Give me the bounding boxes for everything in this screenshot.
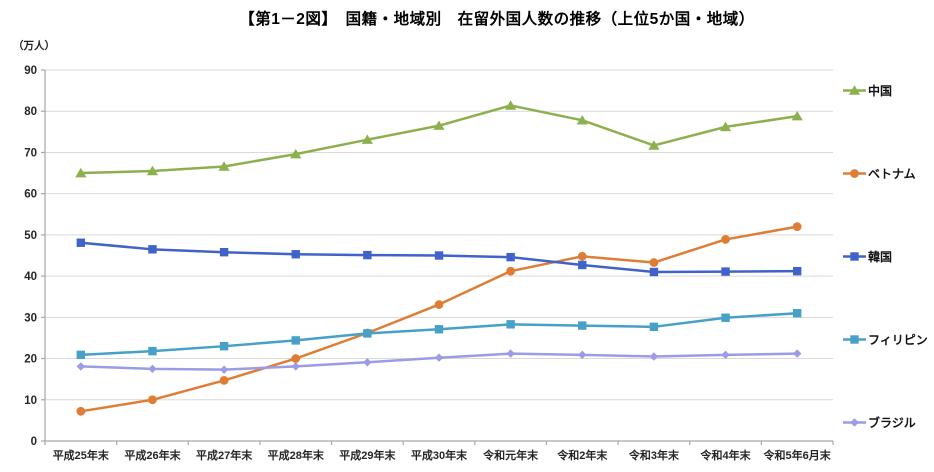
brazil-legend-marker-icon <box>843 417 866 427</box>
series-china <box>75 100 803 178</box>
legend-item-brazil: ブラジル <box>843 414 933 430</box>
x-tick-label: 平成27年末 <box>196 448 253 462</box>
x-axis: 平成25年末 平成26年末 平成27年末 平成28年末 平成29年末 平成30年末 令和元年… <box>44 440 834 462</box>
legend-label: 韓国 <box>868 249 893 264</box>
philippines-legend-marker-icon <box>843 334 866 344</box>
series-philippines <box>76 309 802 360</box>
legend-item-vietnam: ベトナム <box>843 165 933 181</box>
y-tick-label: 40 <box>24 271 37 283</box>
legend: 中国ベトナム韓国フィリピンブラジル <box>843 82 933 430</box>
y-tick-label: 90 <box>24 65 37 77</box>
series-vietnam <box>76 222 802 416</box>
x-tick-label: 平成30年末 <box>411 448 468 462</box>
china-legend-marker-icon <box>843 84 866 95</box>
series-brazil <box>76 349 802 374</box>
y-tick-label: 70 <box>24 147 37 159</box>
y-tick-label: 60 <box>24 189 37 201</box>
x-tick-label: 平成29年末 <box>339 448 396 462</box>
series-korea <box>76 238 802 277</box>
x-tick-label: 平成25年末 <box>53 448 110 462</box>
y-axis-unit-label: （万人） <box>13 40 55 52</box>
y-tick-label: 30 <box>24 312 37 324</box>
x-tick-label: 平成26年末 <box>124 448 181 462</box>
x-tick-label: 令和4年末 <box>699 448 751 462</box>
x-tick-label: 令和元年末 <box>482 448 539 462</box>
legend-item-philippines: フィリピン <box>843 331 933 347</box>
legend-label: 中国 <box>868 83 893 98</box>
y-tick-label: 80 <box>24 106 37 118</box>
legend-item-korea: 韓国 <box>843 248 933 264</box>
chart-title: 【第1－2図】 国籍・地域別 在留外国人数の推移（上位5か国・地域） <box>239 11 755 28</box>
legend-label: ブラジル <box>868 415 916 430</box>
y-tick-label: 10 <box>24 395 37 407</box>
y-axis: 0 10 20 30 40 50 60 70 80 90 <box>24 65 46 448</box>
x-tick-label: 令和3年末 <box>628 448 680 462</box>
gridlines <box>45 69 833 401</box>
y-tick-label: 20 <box>24 354 37 366</box>
vietnam-legend-marker-icon <box>843 168 866 178</box>
legend-label: ベトナム <box>868 166 916 181</box>
y-tick-label: 50 <box>24 230 37 242</box>
x-tick-label: 令和2年末 <box>556 448 608 462</box>
legend-label: フィリピン <box>868 332 928 347</box>
y-tick-label: 0 <box>31 436 37 448</box>
legend-item-china: 中国 <box>843 82 933 98</box>
x-tick-label: 令和5年6月末 <box>763 448 832 462</box>
korea-legend-marker-icon <box>843 251 866 261</box>
x-tick-label: 平成28年末 <box>268 448 325 462</box>
